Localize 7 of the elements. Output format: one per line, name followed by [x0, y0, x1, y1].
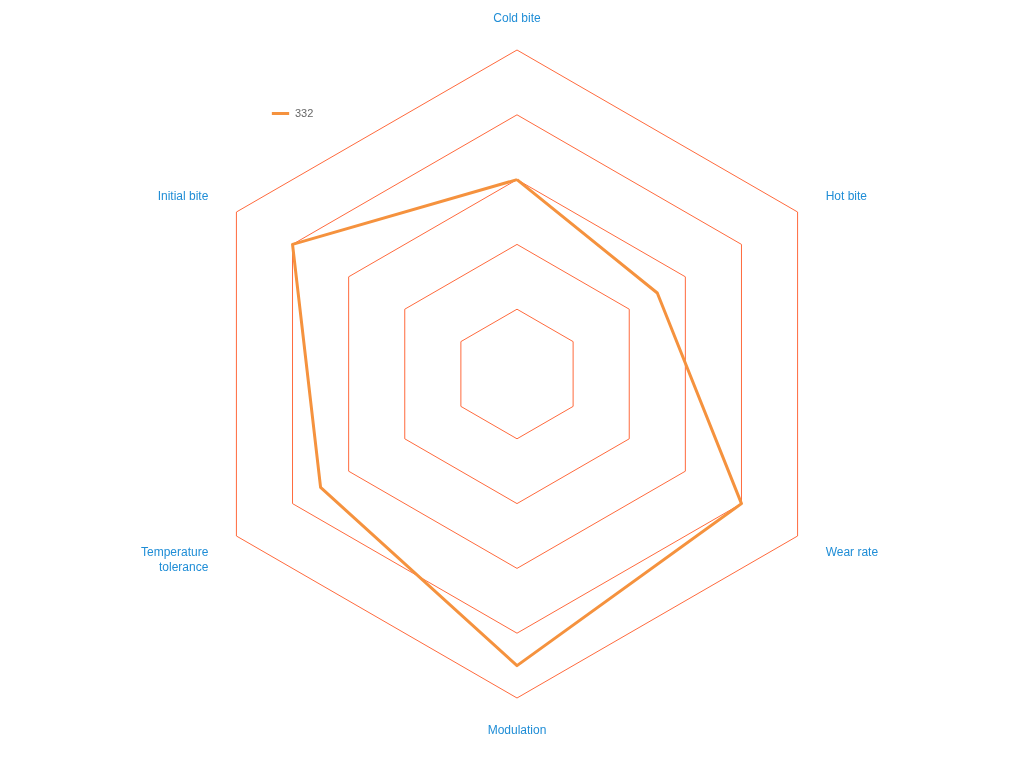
legend-label: 332 [295, 106, 314, 119]
spoke-label: Wear rate [825, 545, 879, 560]
spoke-label: Cold bite [493, 10, 541, 25]
spoke-label: Modulation [487, 723, 547, 738]
spoke-label: Hot bite [825, 188, 868, 203]
spoke-label: Temperature tolerance [140, 545, 209, 575]
spoke-label: Initial bite [157, 188, 209, 203]
